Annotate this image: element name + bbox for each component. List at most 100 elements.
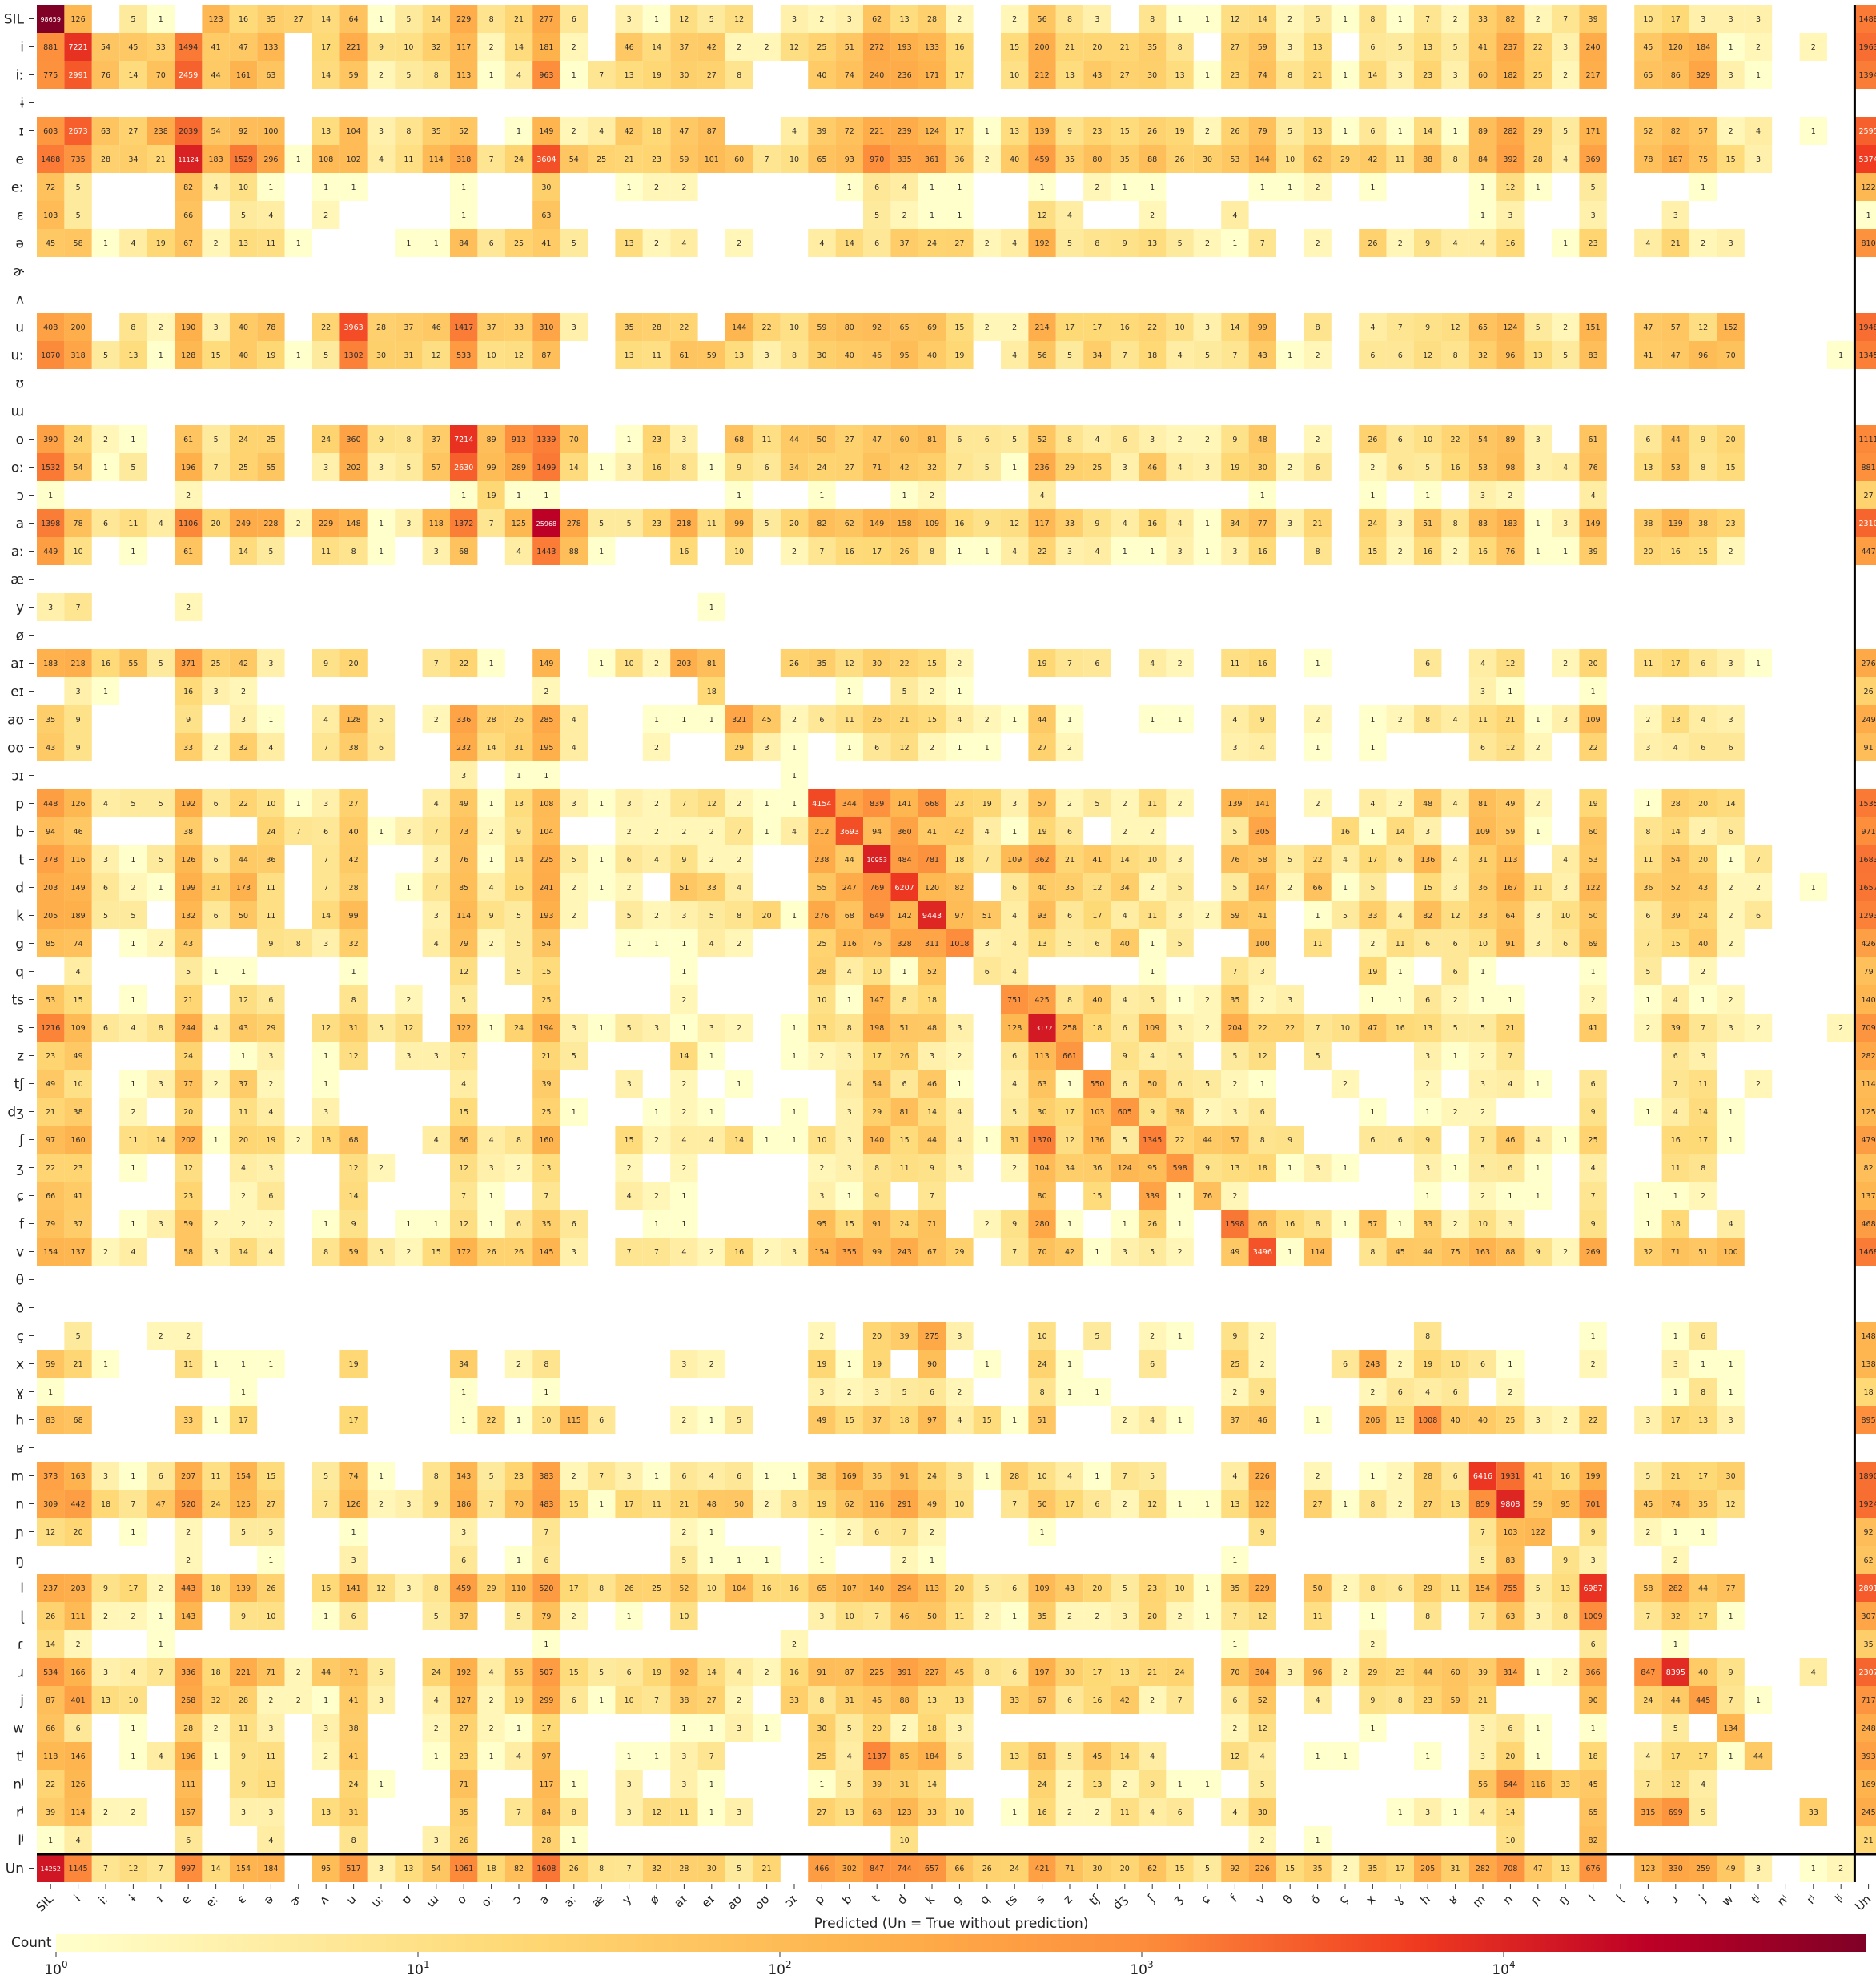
cell-value-label: 83 bbox=[46, 1416, 55, 1425]
cell-value-label: 149 bbox=[539, 127, 553, 136]
cell-value-label: 92 bbox=[679, 1668, 689, 1677]
cell-value-label: 9 bbox=[1232, 436, 1237, 444]
cell-value-label: 19 bbox=[954, 351, 964, 360]
cell-value-label: 1535 bbox=[1859, 800, 1876, 809]
cell-value-label: 2 bbox=[737, 940, 741, 949]
cell-value-label: 114 bbox=[1311, 1248, 1325, 1257]
cell-value-label: 59 bbox=[46, 1360, 55, 1369]
cell-value-label: 534 bbox=[43, 1668, 58, 1677]
cell-value-label: 29 bbox=[954, 1248, 964, 1257]
cell-value-label: 10 bbox=[954, 1808, 964, 1817]
cell-value-label: 236 bbox=[1035, 464, 1050, 472]
cell-value-label: 4 bbox=[516, 1752, 521, 1761]
row-label: aʊ bbox=[7, 713, 24, 729]
cell-value-label: 5 bbox=[1123, 1584, 1127, 1593]
cell-value-label: 3 bbox=[654, 1024, 659, 1033]
cell-value-label: 13 bbox=[1175, 71, 1185, 80]
cell-value-label: 4 bbox=[599, 127, 604, 136]
cell-value-label: 13 bbox=[1423, 43, 1432, 52]
cell-value-label: 18 bbox=[1671, 1220, 1681, 1229]
cell-value-label: 2 bbox=[847, 1388, 852, 1397]
cell-value-label: 282 bbox=[1669, 1584, 1683, 1593]
cell-value-label: 49 bbox=[74, 1052, 83, 1061]
cell-value-label: 229 bbox=[456, 15, 471, 24]
cell-value-label: 39 bbox=[872, 1780, 882, 1789]
cell-p69-p6a bbox=[1689, 33, 1717, 61]
cell-value-label: 13 bbox=[128, 351, 138, 360]
cell-value-label: 75 bbox=[1698, 155, 1708, 164]
cell-value-label: 6 bbox=[957, 1752, 962, 1761]
cell-value-label: 2 bbox=[654, 1136, 659, 1145]
cell-value-label: 126 bbox=[347, 1500, 361, 1509]
cell-value-label: 30 bbox=[1038, 1108, 1047, 1117]
cell-value-label: 10 bbox=[266, 1612, 275, 1621]
cell-value-label: 74 bbox=[74, 940, 83, 949]
cell-value-label: 92 bbox=[872, 323, 882, 332]
cell-p69-2d0-p6c bbox=[1579, 61, 1607, 89]
cell-value-label: 41 bbox=[1533, 1472, 1543, 1481]
cell-value-label: 10 bbox=[817, 1136, 826, 1145]
cell-value-label: 6 bbox=[627, 856, 632, 865]
cell-value-label: 6 bbox=[1701, 660, 1705, 668]
cell-value-label: 484 bbox=[898, 856, 912, 865]
cell-value-label: 33 bbox=[183, 1416, 193, 1425]
cell-value-label: 51 bbox=[1698, 1248, 1708, 1257]
cell-value-label: 5 bbox=[1316, 15, 1320, 24]
cell-value-label: 29 bbox=[1533, 127, 1543, 136]
cell-value-label: 35 bbox=[1230, 1584, 1239, 1593]
cell-value-label: 13 bbox=[321, 1808, 331, 1817]
cell-value-label: 6 bbox=[572, 15, 576, 24]
cell-value-label: 6 bbox=[1508, 1164, 1512, 1173]
cell-value-label: 10 bbox=[1010, 71, 1019, 80]
cell-value-label: 2 bbox=[214, 1220, 219, 1229]
cell-value-label: 97 bbox=[954, 912, 964, 921]
cell-value-label: 2 bbox=[1067, 1808, 1072, 1817]
cell-value-label: 5 bbox=[1178, 884, 1183, 893]
cell-value-label: 16 bbox=[789, 1668, 799, 1677]
cell-value-label: 18 bbox=[900, 1416, 910, 1425]
cell-p26a-p292 bbox=[1166, 117, 1194, 145]
cell-value-label: 65 bbox=[1478, 323, 1488, 332]
cell-value-label: 143 bbox=[181, 1612, 195, 1621]
cell-value-label: 58 bbox=[74, 239, 83, 248]
cell-value-label: 16 bbox=[1451, 464, 1460, 472]
cell-value-label: 373 bbox=[43, 1472, 58, 1481]
cell-value-label: 167 bbox=[1503, 884, 1517, 893]
cell-value-label: 41 bbox=[927, 828, 937, 837]
cell-value-label: 44 bbox=[1671, 1696, 1681, 1705]
cell-value-label: 2039 bbox=[179, 127, 198, 136]
cell-value-label: 39 bbox=[900, 1332, 910, 1341]
cell-value-label: 3 bbox=[627, 1780, 632, 1789]
cell-value-label: 1 bbox=[461, 183, 466, 192]
cell-value-label: 30 bbox=[679, 71, 689, 80]
cell-value-label: 1 bbox=[1095, 1472, 1099, 1481]
cell-value-label: 1 bbox=[1067, 1388, 1072, 1397]
cell-value-label: 847 bbox=[870, 1865, 884, 1873]
cell-value-label: 2 bbox=[1729, 996, 1733, 1005]
cell-value-label: 18 bbox=[211, 1668, 221, 1677]
cell-p26a-p7a bbox=[1055, 117, 1084, 145]
cell-value-label: 141 bbox=[898, 800, 912, 809]
cell-value-label: 15 bbox=[569, 1668, 579, 1677]
cell-value-label: 33 bbox=[927, 1808, 937, 1817]
cell-value-label: 2 bbox=[1232, 1388, 1237, 1397]
cell-value-label: 22 bbox=[1285, 1024, 1295, 1033]
cell-value-label: 64 bbox=[1505, 912, 1515, 921]
cell-value-label: 963 bbox=[539, 71, 553, 80]
cell-value-label: 50 bbox=[1147, 1080, 1157, 1089]
cell-value-label: 4 bbox=[1811, 1668, 1816, 1677]
cell-value-label: 70 bbox=[1230, 1668, 1239, 1677]
cell-value-label: 14 bbox=[1230, 323, 1239, 332]
cell-value-label: 50 bbox=[734, 1500, 744, 1509]
cell-value-label: 339 bbox=[1145, 1192, 1159, 1201]
cell-value-label: 2 bbox=[1645, 716, 1650, 725]
cell-value-label: 3 bbox=[1756, 15, 1761, 24]
cell-value-label: 16 bbox=[1258, 660, 1267, 668]
cell-value-label: 84 bbox=[1478, 155, 1488, 164]
cell-value-label: 207 bbox=[181, 1472, 195, 1481]
cell-value-label: 1 bbox=[1425, 1752, 1430, 1761]
cell-value-label: 8 bbox=[1287, 71, 1292, 80]
cell-value-label: 107 bbox=[842, 1584, 857, 1593]
cell-value-label: 37 bbox=[432, 436, 441, 444]
cell-value-label: 12 bbox=[652, 1808, 661, 1817]
